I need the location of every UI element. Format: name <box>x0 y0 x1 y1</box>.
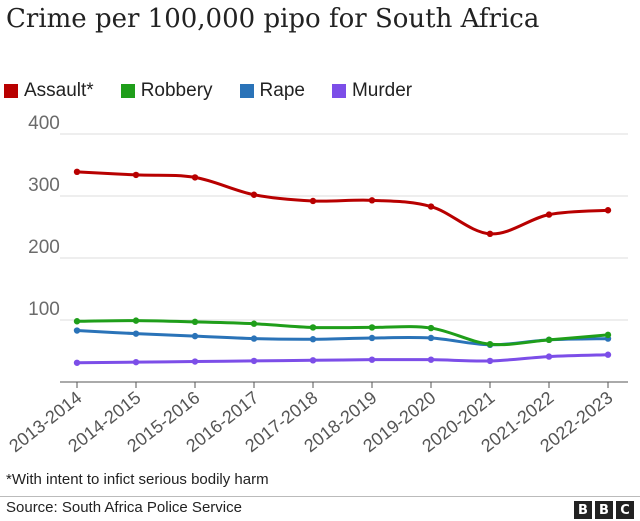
data-point-robbery <box>132 317 140 324</box>
data-point-assault <box>604 207 612 214</box>
data-point-robbery <box>191 318 199 326</box>
bbc-logo: B B C <box>571 501 634 519</box>
legend-swatch <box>331 84 346 98</box>
data-point-rape <box>427 334 435 342</box>
y-tick-label: 400 <box>28 113 60 134</box>
data-point-murder <box>132 358 140 366</box>
legend-item-rape: Rape <box>239 80 305 102</box>
line-chart: 1002003004002013-20142014-20152015-20162… <box>5 113 628 456</box>
data-point-murder <box>368 356 376 363</box>
data-point-rape <box>368 334 376 342</box>
data-point-assault <box>368 197 376 204</box>
data-point-rape <box>132 330 140 337</box>
source-note: Source: South Africa Police Service <box>6 499 242 516</box>
data-point-assault <box>132 171 140 179</box>
legend-label: Rape <box>259 80 305 101</box>
chart-legend: Assault* Robbery Rape Murder <box>4 80 439 102</box>
series-line-murder <box>76 353 609 365</box>
footer-divider <box>0 496 640 497</box>
data-point-rape <box>73 327 81 334</box>
y-tick-label: 100 <box>28 299 60 320</box>
data-point-robbery <box>73 318 81 325</box>
legend-label: Murder <box>351 80 413 101</box>
data-point-murder <box>545 353 553 360</box>
logo-letter-c: C <box>616 501 634 519</box>
data-point-assault <box>486 230 494 238</box>
data-point-rape <box>250 335 258 342</box>
data-point-robbery <box>604 331 612 339</box>
legend-item-assault: Assault* <box>4 80 94 102</box>
legend-item-murder: Murder <box>331 80 413 102</box>
series-line-assault <box>76 170 609 236</box>
legend-swatch <box>4 84 18 98</box>
legend-swatch <box>239 84 254 98</box>
data-point-robbery <box>250 320 258 327</box>
data-point-assault <box>309 197 317 205</box>
data-point-robbery <box>309 324 317 331</box>
data-point-murder <box>191 358 199 365</box>
footnote: *With intent to infict serious bodily ha… <box>6 471 269 488</box>
data-point-murder <box>250 357 258 365</box>
logo-letter-b2: B <box>595 501 613 519</box>
data-point-assault <box>191 174 199 181</box>
chart-title: Crime per 100,000 pipo for South Africa <box>6 4 540 34</box>
data-point-robbery <box>545 336 553 344</box>
data-point-murder <box>486 357 494 365</box>
data-point-robbery <box>486 340 494 348</box>
y-tick-label: 300 <box>28 175 60 196</box>
y-tick-label: 200 <box>28 237 60 258</box>
data-point-assault <box>545 211 553 218</box>
data-point-murder <box>427 356 435 363</box>
data-point-assault <box>73 168 81 176</box>
data-point-assault <box>427 203 435 210</box>
data-point-murder <box>309 357 317 364</box>
legend-label: Robbery <box>140 80 213 101</box>
data-point-rape <box>309 336 317 343</box>
data-point-robbery <box>368 324 376 331</box>
data-point-murder <box>73 359 81 366</box>
legend-label: Assault* <box>24 80 94 101</box>
series-line-robbery <box>76 319 609 347</box>
legend-swatch <box>120 84 135 98</box>
logo-letter-b1: B <box>574 501 592 519</box>
data-point-robbery <box>427 324 435 332</box>
data-point-murder <box>604 351 612 358</box>
legend-item-robbery: Robbery <box>120 80 213 102</box>
data-point-assault <box>250 191 258 198</box>
data-point-rape <box>191 332 199 340</box>
